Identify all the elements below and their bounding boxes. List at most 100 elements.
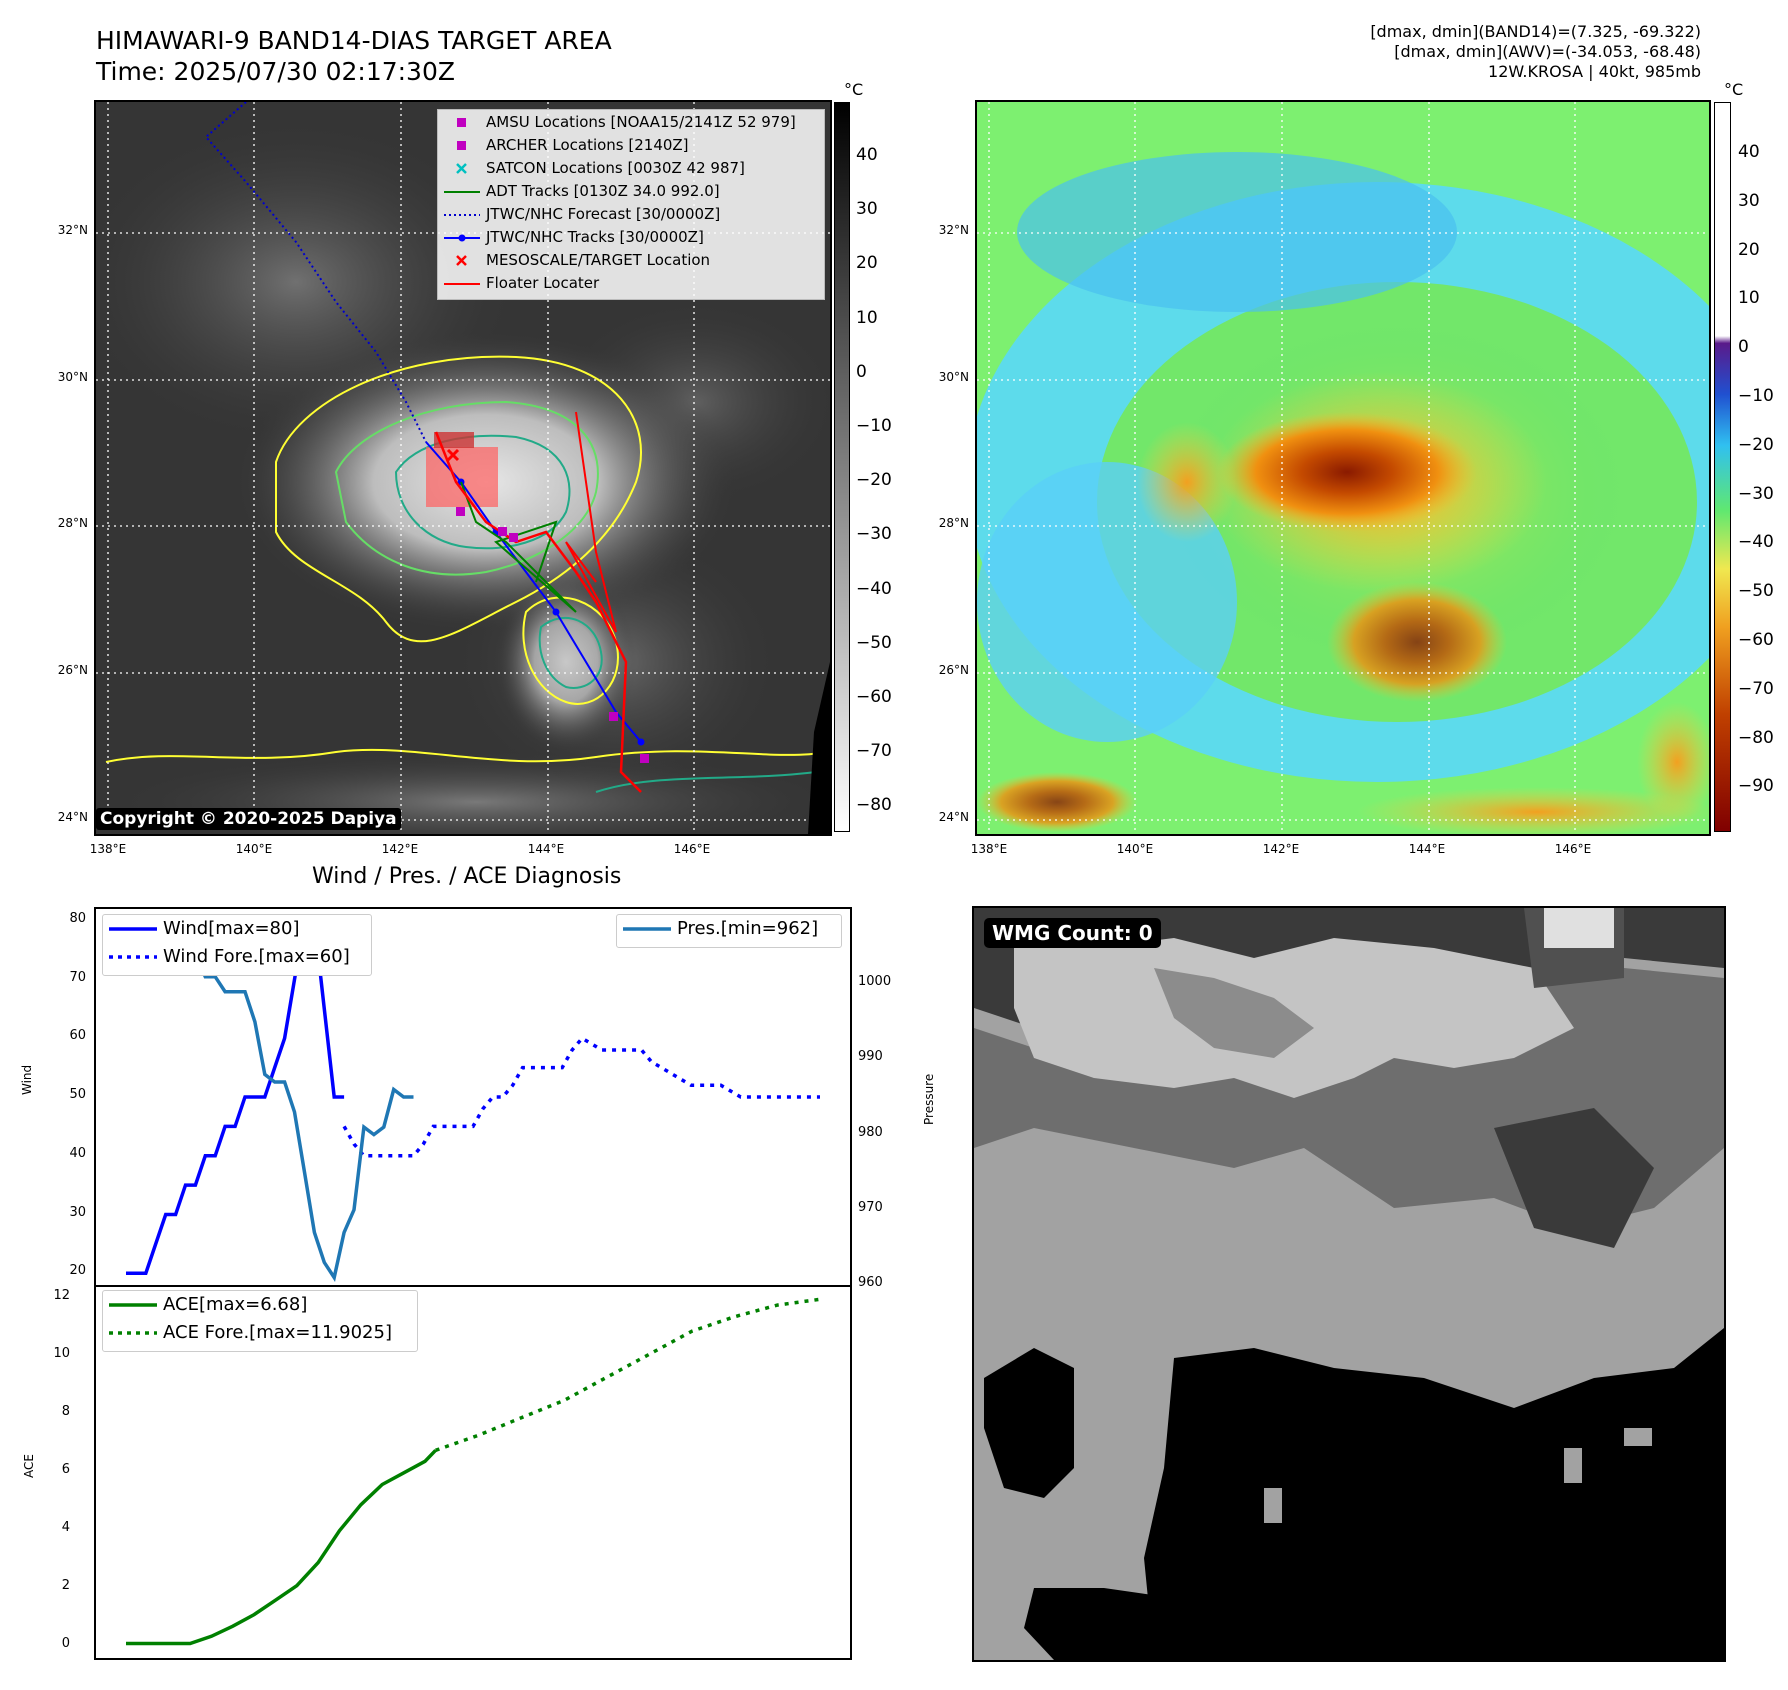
right-colorbar-unit: °C — [1724, 80, 1744, 99]
jtwc-forecast-track — [204, 102, 427, 443]
pressure-tick-label: 960 — [858, 1275, 883, 1290]
pressure-tick-label: 1000 — [858, 974, 892, 990]
ace-legend-item: ACE[max=6.68] — [109, 1294, 308, 1315]
lon-label: 144°E — [1408, 842, 1446, 856]
colorbar-tick-label: −80 — [856, 795, 892, 816]
chart-title: HIMAWARI-9 BAND14-DIAS TARGET AREA — [96, 26, 612, 55]
series-line — [342, 1036, 820, 1158]
wmg-panel — [972, 906, 1726, 1662]
lon-label: 146°E — [673, 842, 711, 856]
pressure-legend: Pres.[min=962] — [616, 914, 842, 948]
colorbar-tick-label: −50 — [1738, 581, 1774, 602]
floater-locater — [434, 431, 642, 793]
series-line — [126, 1449, 437, 1646]
target-marker — [446, 448, 460, 462]
map-legend-item: AMSU Locations [NOAA15/2141Z 52 979] — [438, 111, 824, 134]
colorbar-tick-label: −60 — [1738, 630, 1774, 650]
awv-satellite-map — [975, 100, 1711, 836]
map-legend-item: ADT Tracks [0130Z 34.0 992.0] — [438, 180, 824, 203]
info-band14: [dmax, dmin](BAND14)=(7.325, -69.322) — [1370, 22, 1701, 41]
legend-symbol-icon — [444, 214, 480, 216]
series-line — [435, 1297, 821, 1452]
colorbar-tick-label: −20 — [1738, 434, 1774, 455]
lat-label: 26°N — [57, 663, 88, 677]
colorbar-tick-label: −30 — [1738, 483, 1774, 504]
pressure-axis-label: Pressure — [922, 1073, 936, 1125]
wind-legend: Wind[max=80] Wind Fore.[max=60] — [102, 914, 372, 976]
colorbar-tick-label: 40 — [856, 145, 878, 165]
colorbar-tick-label: 0 — [856, 361, 867, 382]
pressure-tick-label: 990 — [858, 1049, 883, 1065]
colorbar-tick-label: −10 — [856, 416, 892, 436]
map-legend-item: ARCHER Locations [2140Z] — [438, 134, 824, 157]
amsu-archer-markers — [456, 507, 649, 763]
lon-label: 142°E — [1262, 842, 1300, 856]
colorbar-tick-label: 20 — [856, 253, 878, 274]
map-legend-item: MESOSCALE/TARGET Location — [438, 249, 824, 272]
jtwc-track — [425, 441, 642, 743]
lat-label: 32°N — [57, 223, 88, 237]
lat-label: 24°N — [938, 810, 969, 824]
lat-label: 26°N — [938, 663, 969, 677]
lat-label: 32°N — [938, 223, 969, 237]
lon-label: 140°E — [235, 842, 273, 856]
colorbar-tick-label: −40 — [856, 578, 892, 599]
wmg-canvas — [974, 908, 1724, 1660]
ace-tick-label: 0 — [61, 1635, 70, 1651]
colorbar-tick-label: 20 — [1738, 239, 1760, 260]
legend-symbol-icon — [444, 191, 480, 193]
wmg-count-label: WMG Count: 0 — [984, 918, 1161, 948]
colorbar-tick-label: 0 — [1738, 337, 1749, 358]
diagnosis-title: Wind / Pres. / ACE Diagnosis — [312, 864, 622, 889]
map-legend-item: JTWC/NHC Forecast [30/0000Z] — [438, 203, 824, 226]
legend-symbol-icon — [456, 255, 467, 266]
ace-plot — [126, 1297, 821, 1646]
colorbar-tick-label: −70 — [856, 741, 892, 762]
ace-axis-label: ACE — [22, 1454, 36, 1478]
ace-tick-label: 4 — [61, 1519, 70, 1535]
legend-symbol-icon — [457, 118, 466, 127]
wind-axis-label: Wind — [20, 1064, 34, 1095]
ace-tick-label: 8 — [61, 1404, 70, 1420]
lon-label: 138°E — [970, 842, 1008, 856]
colorbar-tick-label: −50 — [856, 632, 892, 653]
lon-label: 140°E — [1116, 842, 1154, 856]
lat-label: 28°N — [57, 516, 88, 530]
right-colorbar — [1714, 102, 1731, 832]
wind-tick-label: 50 — [69, 1087, 86, 1102]
lat-label: 30°N — [938, 370, 969, 384]
lon-label: 144°E — [527, 842, 565, 856]
pressure-tick-label: 980 — [858, 1124, 883, 1140]
colorbar-tick-label: 30 — [1738, 190, 1760, 211]
colorbar-tick-label: −40 — [1738, 532, 1774, 553]
left-colorbar-unit: °C — [844, 80, 864, 99]
ace-tick-label: 12 — [53, 1288, 70, 1304]
colorbar-tick-label: −70 — [1738, 678, 1774, 699]
colorbar-tick-label: −60 — [856, 687, 892, 707]
copyright-label: Copyright © 2020-2025 Dapiya — [96, 808, 401, 830]
wind-tick-label: 30 — [69, 1204, 86, 1220]
lat-label: 24°N — [57, 810, 88, 824]
pressure-tick-label: 970 — [858, 1199, 883, 1215]
legend-symbol-icon — [456, 163, 467, 174]
colorbar-tick-label: −30 — [856, 524, 892, 545]
colorbar-tick-label: 10 — [1738, 288, 1760, 309]
info-awv: [dmax, dmin](AWV)=(-34.053, -68.48) — [1394, 42, 1701, 61]
wind-tick-label: 40 — [69, 1145, 86, 1161]
colorbar-tick-label: −10 — [1738, 386, 1774, 406]
map-legend-item: JTWC/NHC Tracks [30/0000Z] — [438, 226, 824, 249]
left-colorbar — [834, 102, 850, 832]
legend-symbol-icon — [444, 283, 480, 285]
awv-gridlines — [977, 102, 1709, 834]
map-legend: AMSU Locations [NOAA15/2141Z 52 979] ARCH… — [437, 109, 825, 300]
ace-tick-label: 2 — [61, 1577, 70, 1593]
series-line — [126, 929, 414, 1282]
legend-symbol-icon — [457, 141, 466, 150]
wind-legend-item: Wind[max=80] — [109, 918, 300, 939]
ace-tick-label: 6 — [61, 1462, 70, 1477]
pressure-legend-item: Pres.[min=962] — [623, 918, 819, 939]
adt-track — [460, 481, 577, 613]
legend-symbol-icon — [444, 234, 480, 242]
colorbar-tick-label: 40 — [1738, 142, 1760, 162]
ace-chart — [94, 1282, 852, 1660]
